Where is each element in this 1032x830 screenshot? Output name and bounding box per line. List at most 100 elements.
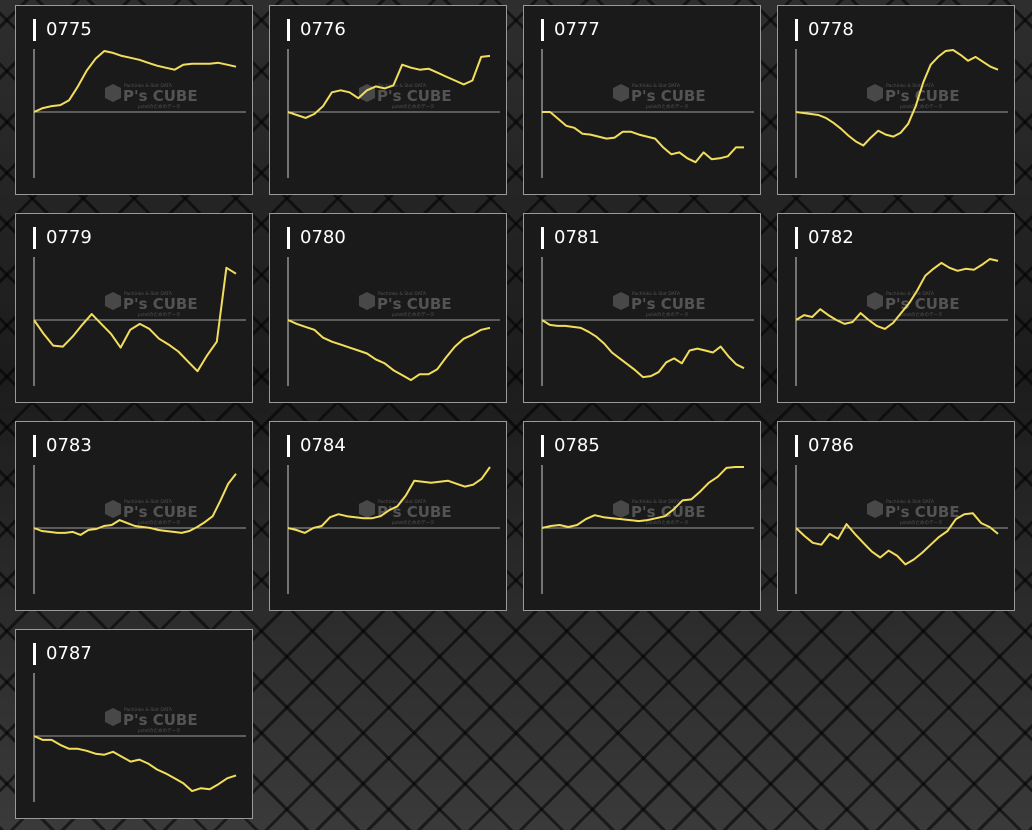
watermark-subtitle: Pachinko & Slot DATA: [632, 291, 681, 297]
watermark-caption: pslotのためのデータ: [392, 311, 434, 318]
chart-card: Pachinko & Slot DATA P's CUBE pslotのためのデータ…: [269, 213, 507, 403]
cube-logo-icon: [105, 292, 121, 310]
watermark-brand: P's CUBE: [631, 295, 706, 313]
series-line: [33, 473, 237, 536]
chart-title: 0786: [795, 435, 854, 457]
watermark-subtitle: Pachinko & Slot DATA: [124, 707, 173, 713]
watermark-subtitle: Pachinko & Slot DATA: [632, 83, 681, 89]
chart-title: 0775: [33, 19, 92, 41]
chart-title: 0784: [287, 435, 346, 457]
watermark-brand: P's CUBE: [123, 711, 198, 729]
watermark-caption: pslotのためのデータ: [900, 311, 942, 318]
series-line: [795, 258, 999, 330]
watermark-brand: P's CUBE: [885, 295, 960, 313]
watermark-brand: P's CUBE: [377, 295, 452, 313]
watermark-brand: P's CUBE: [885, 87, 960, 105]
series-line: [795, 49, 999, 147]
watermark-subtitle: Pachinko & Slot DATA: [378, 291, 427, 297]
cube-logo-icon: [359, 84, 375, 102]
cube-logo-icon: [867, 292, 883, 310]
watermark-subtitle: Pachinko & Slot DATA: [886, 83, 935, 89]
chart-card: Pachinko & Slot DATA P's CUBE pslotのためのデータ…: [523, 421, 761, 611]
watermark-subtitle: Pachinko & Slot DATA: [378, 499, 427, 505]
watermark-brand: P's CUBE: [631, 87, 706, 105]
watermark-subtitle: Pachinko & Slot DATA: [378, 83, 427, 89]
watermark-brand: P's CUBE: [123, 503, 198, 521]
chart-title: 0787: [33, 643, 92, 665]
chart-card: Pachinko & Slot DATA P's CUBE pslotのためのデータ…: [523, 213, 761, 403]
chart-title: 0776: [287, 19, 346, 41]
watermark-subtitle: Pachinko & Slot DATA: [124, 499, 173, 505]
watermark-caption: pslotのためのデータ: [646, 519, 688, 526]
cube-logo-icon: [867, 84, 883, 102]
series-line: [541, 466, 744, 529]
watermark-brand: P's CUBE: [377, 87, 452, 105]
watermark-brand: P's CUBE: [885, 503, 960, 521]
chart-title: 0782: [795, 227, 854, 249]
cube-logo-icon: [613, 84, 629, 102]
cube-logo-icon: [359, 500, 375, 518]
watermark-caption: pslotのためのデータ: [646, 103, 688, 110]
series-line: [542, 111, 744, 164]
watermark-subtitle: Pachinko & Slot DATA: [124, 83, 173, 89]
chart-title: 0781: [541, 227, 600, 249]
watermark-subtitle: Pachinko & Slot DATA: [886, 291, 935, 297]
watermark-caption: pslotのためのデータ: [646, 311, 688, 318]
chart-title: 0778: [795, 19, 854, 41]
series-line: [541, 319, 745, 379]
cube-logo-icon: [867, 500, 883, 518]
watermark-subtitle: Pachinko & Slot DATA: [124, 291, 173, 297]
watermark-caption: pslotのためのデータ: [392, 103, 434, 110]
watermark-caption: pslotのためのデータ: [138, 727, 180, 734]
chart-card: Pachinko & Slot DATA P's CUBE pslotのためのデータ…: [15, 629, 253, 819]
chart-card: Pachinko & Slot DATA P's CUBE pslotのためのデータ…: [777, 421, 1015, 611]
cube-logo-icon: [613, 500, 629, 518]
series-line: [287, 466, 491, 534]
chart-card: Pachinko & Slot DATA P's CUBE pslotのためのデータ…: [269, 421, 507, 611]
chart-title: 0783: [33, 435, 92, 457]
watermark-subtitle: Pachinko & Slot DATA: [886, 499, 935, 505]
cube-logo-icon: [613, 292, 629, 310]
chart-card: Pachinko & Slot DATA P's CUBE pslotのためのデータ…: [777, 5, 1015, 195]
chart-card: Pachinko & Slot DATA P's CUBE pslotのためのデータ…: [777, 213, 1015, 403]
series-line: [287, 54, 491, 119]
series-line: [287, 319, 491, 382]
watermark-subtitle: Pachinko & Slot DATA: [632, 499, 681, 505]
chart-title: 0785: [541, 435, 600, 457]
watermark-caption: pslotのためのデータ: [138, 103, 180, 110]
watermark-caption: pslotのためのデータ: [900, 103, 942, 110]
watermark-brand: P's CUBE: [123, 87, 198, 105]
series-line: [33, 735, 237, 793]
chart-title: 0780: [287, 227, 346, 249]
chart-card: Pachinko & Slot DATA P's CUBE pslotのためのデータ…: [523, 5, 761, 195]
watermark-caption: pslotのためのデータ: [138, 311, 180, 318]
watermark-caption: pslotのためのデータ: [138, 519, 180, 526]
watermark-caption: pslotのためのデータ: [392, 519, 434, 526]
cube-logo-icon: [105, 708, 121, 726]
chart-card: Pachinko & Slot DATA P's CUBE pslotのためのデータ…: [15, 5, 253, 195]
cube-logo-icon: [105, 84, 121, 102]
chart-card: Pachinko & Slot DATA P's CUBE pslotのためのデータ…: [15, 421, 253, 611]
watermark-brand: P's CUBE: [123, 295, 198, 313]
